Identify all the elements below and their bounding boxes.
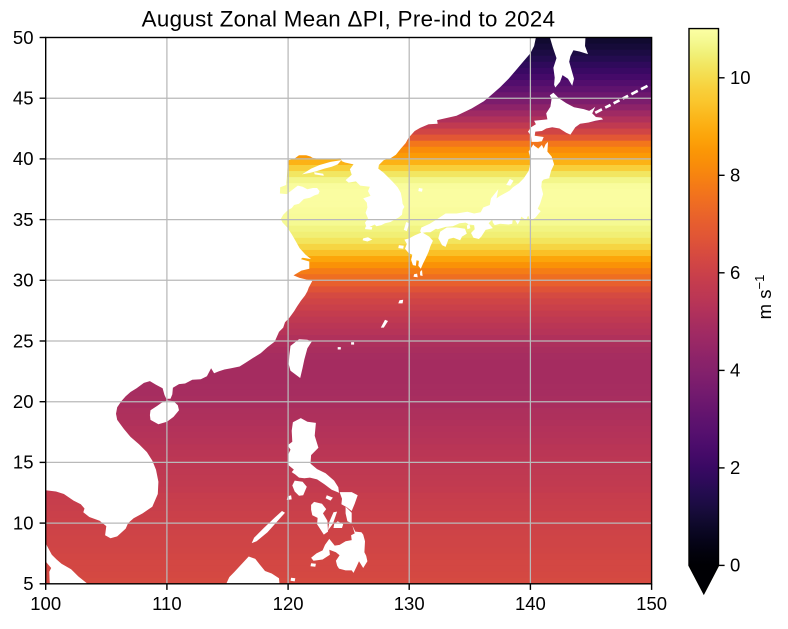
- svg-text:10: 10: [730, 67, 751, 88]
- svg-text:120: 120: [273, 593, 304, 614]
- svg-text:35: 35: [13, 209, 34, 230]
- svg-text:100: 100: [30, 593, 61, 614]
- svg-text:8: 8: [730, 165, 740, 186]
- svg-text:4: 4: [730, 360, 740, 381]
- svg-text:6: 6: [730, 262, 740, 283]
- svg-text:25: 25: [13, 330, 34, 351]
- svg-text:40: 40: [13, 148, 34, 169]
- svg-text:150: 150: [636, 593, 667, 614]
- svg-text:0: 0: [730, 555, 740, 576]
- svg-text:15: 15: [13, 452, 34, 473]
- svg-text:2: 2: [730, 457, 740, 478]
- svg-text:30: 30: [13, 270, 34, 291]
- svg-text:August Zonal Mean ΔPI, Pre-ind: August Zonal Mean ΔPI, Pre-ind to 2024: [142, 7, 556, 32]
- svg-text:130: 130: [394, 593, 425, 614]
- svg-text:5: 5: [23, 573, 33, 594]
- svg-text:110: 110: [152, 593, 182, 614]
- svg-text:10: 10: [13, 512, 34, 533]
- svg-text:20: 20: [13, 391, 34, 412]
- svg-text:50: 50: [13, 27, 34, 48]
- svg-text:140: 140: [515, 593, 546, 614]
- svg-text:45: 45: [13, 88, 34, 109]
